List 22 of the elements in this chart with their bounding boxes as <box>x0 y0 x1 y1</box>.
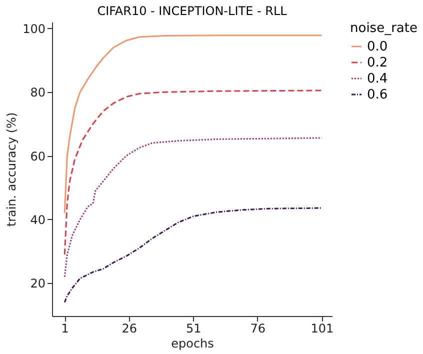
line-series <box>64 137 322 278</box>
y-axis-title: train. accuracy (%) <box>4 112 19 227</box>
line-series <box>64 90 322 256</box>
x-axis-title: epochs <box>171 336 214 350</box>
line-series <box>64 34 322 214</box>
y-tick-label: 20 <box>30 276 46 291</box>
legend-label: 0.4 <box>367 72 388 86</box>
legend-label: 0.6 <box>367 88 388 102</box>
chart-title: CIFAR10 - INCEPTION-LITE - RLL <box>97 4 288 18</box>
x-tick-label: 1 <box>61 322 69 336</box>
x-tick-label: 51 <box>186 322 202 336</box>
y-tick-label: 60 <box>30 149 46 164</box>
line-series <box>64 207 322 304</box>
y-tick-label: 100 <box>22 22 46 36</box>
legend-label: 0.0 <box>367 40 388 54</box>
y-tick-label: 80 <box>30 86 46 100</box>
x-tick-label: 101 <box>310 322 334 336</box>
y-tick-label: 40 <box>30 212 46 227</box>
x-tick-label: 76 <box>250 322 266 336</box>
legend-title: noise_rate <box>350 21 418 36</box>
x-tick-label: 26 <box>122 322 138 336</box>
legend-label: 0.2 <box>367 56 388 70</box>
